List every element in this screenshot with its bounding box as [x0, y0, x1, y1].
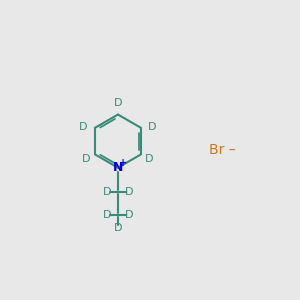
Text: D: D: [125, 187, 133, 197]
Text: D: D: [103, 210, 111, 220]
Text: D: D: [148, 122, 157, 132]
Text: D: D: [146, 154, 154, 164]
Text: D: D: [103, 187, 111, 197]
Text: D: D: [82, 154, 91, 164]
Text: D: D: [79, 122, 88, 132]
Text: D: D: [114, 98, 122, 108]
Text: N: N: [113, 161, 123, 174]
Text: Br –: Br –: [208, 143, 235, 157]
Text: D: D: [125, 210, 133, 220]
Text: D: D: [114, 223, 122, 233]
Text: +: +: [119, 158, 127, 168]
